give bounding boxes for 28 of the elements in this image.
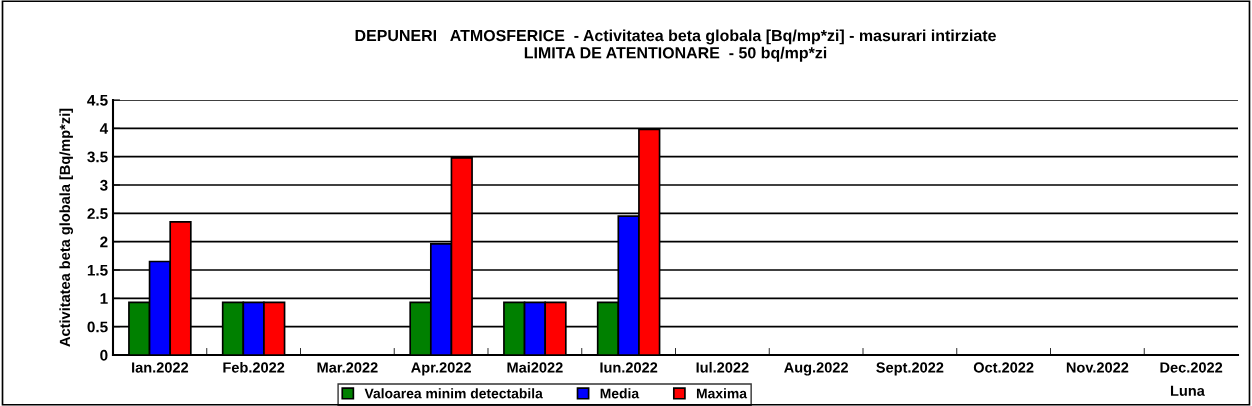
y-tick-label: 1	[100, 293, 108, 304]
x-tick-label: Mai2022	[507, 361, 563, 373]
x-tick-label: Feb.2022	[223, 361, 285, 373]
y-tick-label: 3	[99, 179, 108, 191]
x-tick-label: Iun.2022	[600, 362, 658, 373]
x-tick-label: Mar.2022	[317, 362, 378, 373]
y-tick-label: 4.5	[87, 95, 108, 106]
x-tick-label: Iul.2022	[696, 361, 749, 373]
y-axis-title: Activitatea beta globala [Bq/mp*zi]	[59, 108, 74, 347]
x-tick-label: Sept.2022	[876, 362, 944, 376]
legend-label: Media	[600, 388, 640, 399]
x-tick-label: Ian.2022	[132, 362, 189, 373]
x-tick-label: Oct.2022	[973, 362, 1034, 373]
x-axis-title: Luna	[1170, 385, 1205, 396]
chart-title: DEPUNERI ATMOSFERICE - Activitatea beta globala [Bq/mp*zi] - masurari intirziate LIMITA DE ATENTIONARE - 50 bq/mp*zi	[355, 29, 996, 62]
x-tick-label: Aug.2022	[784, 362, 848, 376]
y-tick-label: 4	[99, 123, 109, 134]
y-tick-label: 2	[100, 236, 108, 248]
legend-label: Maxima	[696, 388, 748, 399]
y-tick-label: 0.5	[87, 321, 108, 333]
y-tick-label: 0	[100, 349, 108, 361]
y-tick-label: 2.5	[87, 208, 108, 220]
x-tick-label: Dec.2022	[1160, 362, 1223, 373]
x-tick-label: Apr.2022	[411, 362, 471, 376]
y-tick-label: 1.5	[87, 265, 108, 276]
legend-label: Valoarea minim detectabila	[364, 388, 543, 399]
y-tick-label: 3.5	[87, 151, 108, 163]
x-tick-label: Nov.2022	[1066, 362, 1129, 373]
